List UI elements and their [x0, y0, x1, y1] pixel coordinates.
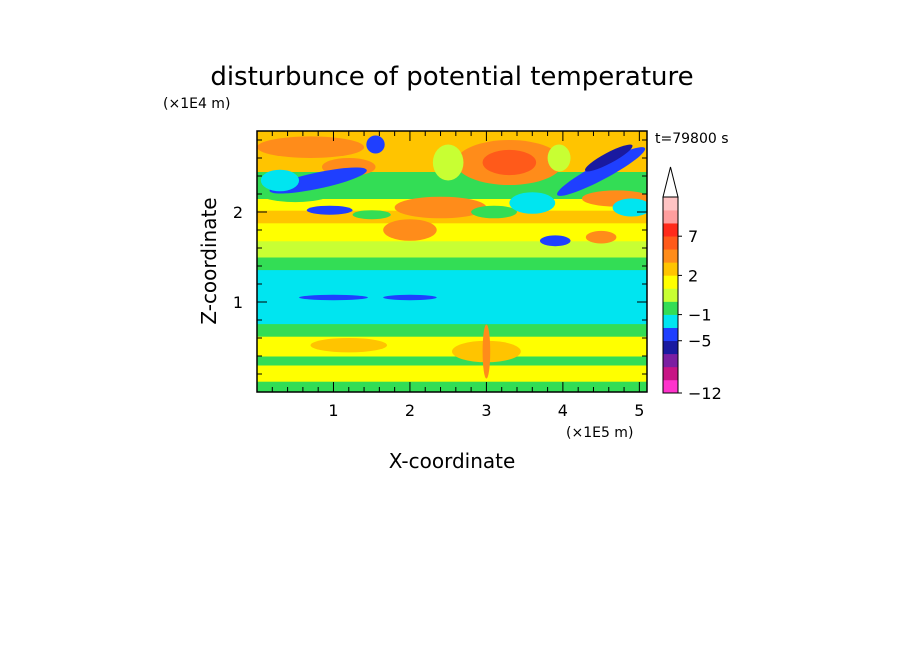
contour-feature	[257, 136, 365, 158]
x-tick-label: 2	[405, 401, 415, 420]
contour-band	[257, 323, 647, 337]
colorbar-label: 7	[688, 227, 698, 246]
contour-feature	[471, 205, 517, 219]
contour-feature	[557, 147, 646, 196]
colorbar: 7 2 −1 −5 −12	[662, 166, 722, 403]
contour-feature	[310, 338, 387, 353]
contour-feature	[482, 149, 537, 176]
contour-feature	[585, 230, 617, 244]
colorbar-swatch	[663, 340, 678, 355]
contour-band	[257, 257, 647, 271]
x-tick-label: 3	[481, 401, 491, 420]
colorbar-label: −1	[688, 306, 712, 325]
colorbar-swatch	[663, 327, 678, 342]
colorbar-swatch	[663, 275, 678, 289]
colorbar-swatch	[663, 301, 678, 315]
colorbar-swatch	[663, 262, 678, 276]
colorbar-extend-arrow	[662, 166, 679, 198]
colorbar-swatch	[663, 314, 678, 328]
contour-feature	[306, 205, 353, 215]
time-label: t=79800 s	[655, 131, 729, 147]
colorbar-swatch	[663, 366, 678, 381]
colorbar-swatch	[663, 210, 678, 224]
contour-feature	[383, 294, 437, 301]
contour-band	[257, 365, 647, 382]
contour-feature	[383, 219, 437, 241]
x-axis-ticks: 1 2 3 4 5	[271, 131, 644, 420]
contour-feature	[539, 235, 571, 247]
contour-feature	[547, 144, 571, 172]
x-tick-label: 1	[328, 401, 338, 420]
colorbar-swatch	[663, 197, 678, 211]
colorbar-swatch	[663, 249, 678, 263]
contour-feature	[260, 169, 300, 192]
contour-feature	[394, 196, 487, 219]
x-tick-label: 4	[558, 401, 568, 420]
contour-band	[257, 240, 647, 258]
colorbar-label: 2	[688, 266, 698, 285]
y-tick-label: 1	[233, 293, 243, 312]
y-tick-label: 2	[233, 203, 243, 222]
colorbar-swatch	[663, 353, 678, 368]
contour-band	[257, 381, 647, 392]
colorbar-swatch	[663, 223, 678, 237]
contour-feature	[352, 210, 391, 220]
colorbar-label: −5	[688, 332, 712, 351]
contour-feature	[584, 144, 633, 172]
contour-feature	[366, 135, 385, 154]
plot-area	[257, 131, 647, 392]
y-scale-label: (×1E4 m)	[163, 96, 230, 112]
y-axis-ticks: 12	[233, 139, 647, 375]
contour-feature	[299, 294, 368, 301]
chart-title: disturbunce of potential temperature	[210, 62, 693, 92]
contour-feature	[482, 324, 491, 379]
x-scale-label: (×1E5 m)	[566, 425, 633, 441]
plot-frame	[256, 130, 648, 393]
colorbar-swatch	[663, 379, 678, 394]
colorbar-label: −12	[688, 384, 722, 403]
contour-feature	[509, 192, 556, 214]
contour-band	[257, 356, 647, 366]
x-axis-label: X-coordinate	[389, 449, 516, 473]
contour-features	[257, 135, 647, 379]
colorbar-swatch	[663, 288, 678, 302]
x-tick-label: 5	[634, 401, 644, 420]
y-axis-label: Z-coordinate	[197, 197, 221, 324]
contour-feature	[612, 198, 647, 217]
colorbar-swatch	[663, 236, 678, 250]
contour-feature	[432, 144, 464, 181]
